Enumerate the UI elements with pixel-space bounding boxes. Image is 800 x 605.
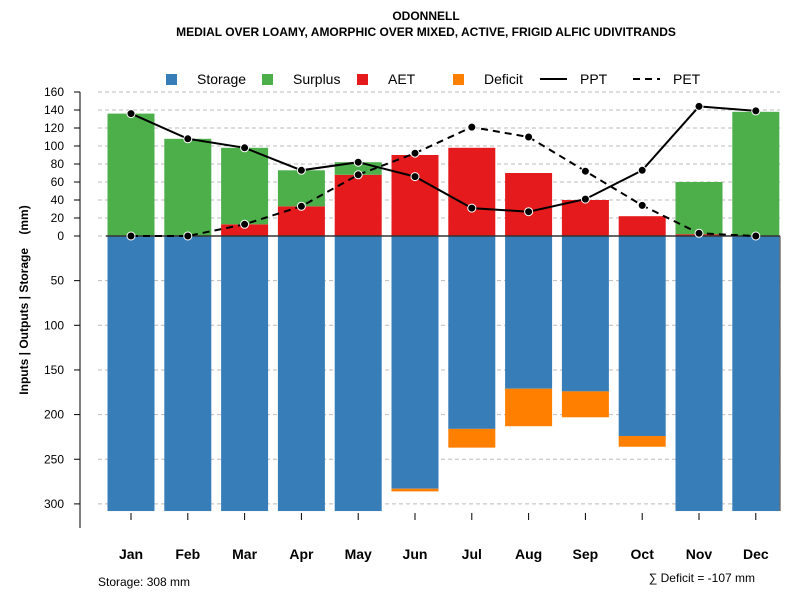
pet-point [410,148,420,158]
y-tick-label: 80 [51,157,65,171]
aet-bar [391,155,439,236]
surplus-bar [221,147,269,225]
surplus-bar [675,182,723,235]
y-tick-label: 150 [44,363,64,377]
x-tick-label: Sep [573,546,599,562]
storage-bar [391,236,439,489]
y-tick-label: 100 [44,318,64,332]
y-tick-label: 0 [57,229,64,243]
y-tick-label: 50 [51,274,65,288]
pet-point [694,228,704,238]
pet-point [183,231,193,241]
ppt-point [183,134,193,144]
y-tick-label: 40 [51,193,65,207]
surplus-bar [164,138,212,236]
aet-bar [221,224,269,236]
surplus-bar [277,170,325,207]
y-tick-label: 160 [44,85,64,99]
y-tick-label: 100 [44,139,64,153]
storage-bar [277,236,325,512]
ppt-point [751,106,761,116]
storage-bar [107,236,155,512]
y-axis-label: Inputs | Outputs | Storage (mm) [17,205,31,394]
chart-subtitle: MEDIAL OVER LOAMY, AMORPHIC OVER MIXED, … [176,25,676,39]
y-tick-label: 120 [44,121,64,135]
x-tick-label: Oct [631,546,655,562]
ppt-point [637,165,647,175]
pet-point [524,132,534,142]
surplus-bar [107,113,155,236]
x-tick-label: Feb [175,546,200,562]
y-tick-label: 300 [44,497,64,511]
legend-swatch [453,74,464,85]
ppt-point [694,101,704,111]
pet-point [467,122,477,132]
deficit-bar [505,388,553,427]
aet-bar [618,216,666,236]
y-tick-label: 250 [44,452,64,466]
legend-label: Surplus [293,71,340,87]
x-tick-label: Mar [232,546,257,562]
storage-bar [561,236,609,392]
aet-bar [448,147,496,236]
legend-label: PPT [580,71,608,87]
aet-bar [334,174,382,236]
y-tick-label: 200 [44,408,64,422]
deficit-bar [561,391,609,418]
x-tick-label: Nov [686,546,713,562]
x-tick-label: Jun [403,546,428,562]
ppt-point [467,203,477,213]
deficit-bar [618,436,666,447]
legend-swatch [166,74,177,85]
y-tick-label: 140 [44,103,64,117]
x-tick-label: Apr [289,546,314,562]
x-tick-label: Jul [462,546,482,562]
storage-bar [505,236,553,389]
x-tick-label: Jan [119,546,143,562]
ppt-point [353,157,363,167]
aet-bar [505,173,553,236]
chart-title: ODONNELL [392,9,459,23]
pet-point [353,170,363,180]
aet-bar [561,200,609,236]
legend-label: Deficit [484,71,523,87]
ppt-point [410,172,420,182]
pet-point [751,231,761,241]
legend-swatch [262,74,273,85]
ppt-point [580,194,590,204]
legend-swatch [357,74,368,85]
legend-label: Storage [197,71,246,87]
storage-bar [334,236,382,512]
surplus-bar [732,111,780,236]
legend-label: PET [673,71,701,87]
pet-point [580,166,590,176]
ppt-line [130,105,756,213]
storage-annotation: Storage: 308 mm [98,575,190,589]
x-tick-label: Dec [743,546,769,562]
ppt-point [126,109,136,119]
ppt-point [240,143,250,153]
pet-point [637,200,647,210]
deficit-bar [448,428,496,448]
x-tick-label: May [345,546,372,562]
deficit-annotation: ∑ Deficit = -107 mm [649,571,755,585]
x-tick-label: Aug [515,546,542,562]
storage-bar [675,236,723,512]
ppt-point [524,207,534,217]
storage-bar [221,236,269,512]
pet-point [240,219,250,229]
pet-point [296,201,306,211]
storage-bar [732,236,780,512]
pet-point [126,231,136,241]
storage-bar [618,236,666,437]
storage-bar [164,236,212,512]
storage-bar [448,236,496,429]
deficit-bar [391,488,439,492]
y-tick-label: 20 [51,211,65,225]
y-tick-label: 60 [51,175,65,189]
legend-label: AET [388,71,416,87]
ppt-point [296,165,306,175]
